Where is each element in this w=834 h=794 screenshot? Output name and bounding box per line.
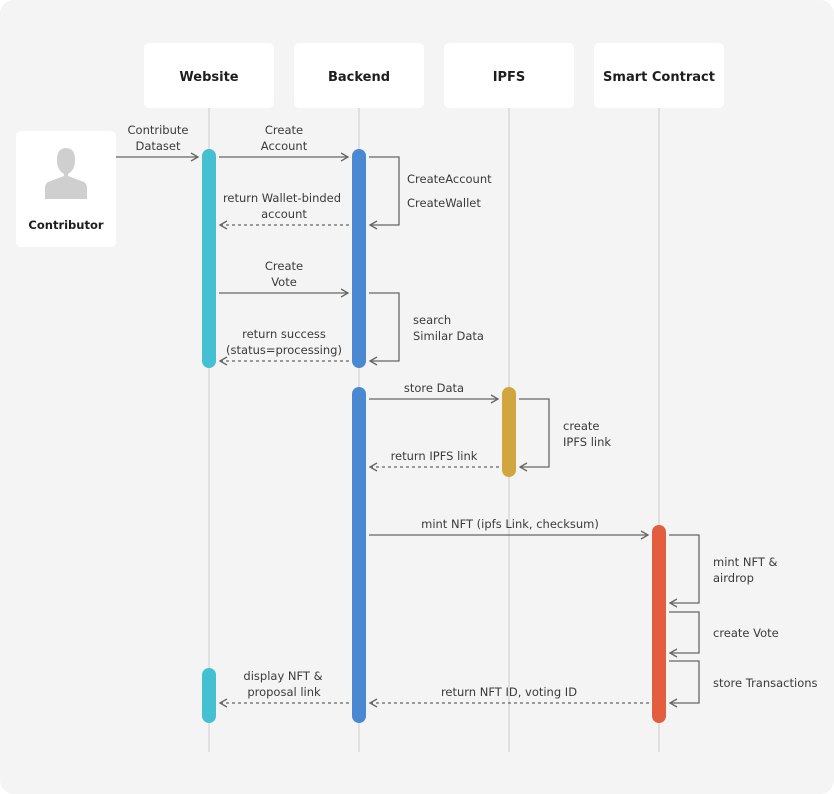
label-display-nft-2: proposal link [247, 685, 321, 699]
participant-label-backend: Backend [328, 70, 390, 85]
activation-website-2 [202, 668, 216, 723]
arrow-create-wallet-self [368, 156, 400, 230]
activation-ipfs [502, 387, 516, 477]
label-contribute-dataset-2: Dataset [135, 139, 181, 153]
participant-card-contract [594, 43, 724, 108]
participant-headers: Website Backend IPFS Smart Contract [144, 43, 724, 108]
label-create-wallet-self: CreateWallet [407, 196, 481, 210]
label-create-account-1: Create [265, 123, 303, 137]
participant-card-ipfs [444, 43, 574, 108]
label-return-wallet-2: account [261, 207, 307, 221]
label-create-account-self: CreateAccount [407, 172, 492, 186]
arrow-search-self [368, 292, 400, 366]
label-create-account-2: Account [261, 139, 308, 153]
label-create-ipfs-2: IPFS link [563, 435, 611, 449]
label-return-wallet-1: return Wallet-binded [223, 191, 341, 205]
label-return-success-2: (status=processing) [226, 343, 342, 357]
label-mint-airdrop-1: mint NFT & [713, 555, 778, 569]
label-return-ipfs: return IPFS link [391, 449, 478, 463]
contributor-actor: Contributor [16, 131, 116, 247]
activation-contract [652, 525, 666, 723]
participant-label-ipfs: IPFS [493, 70, 526, 85]
message-arrows [116, 152, 700, 708]
arrow-create-vote-self [668, 611, 700, 658]
activation-bars [202, 149, 666, 723]
contributor-label: Contributor [28, 218, 103, 232]
label-contribute-dataset-1: Contribute [128, 123, 189, 137]
label-display-nft-1: display NFT & [243, 669, 322, 683]
label-create-vote-1: Create [265, 259, 303, 273]
label-store-data: store Data [404, 381, 464, 395]
label-mint-nft: mint NFT (ipfs Link, checksum) [421, 517, 599, 531]
arrow-create-ipfs-self [518, 398, 550, 472]
label-create-vote-2: Vote [271, 275, 297, 289]
label-return-nft-id: return NFT ID, voting ID [441, 685, 577, 699]
label-mint-airdrop-2: airdrop [713, 571, 754, 585]
activation-backend-2 [352, 387, 366, 723]
participant-card-backend [294, 43, 424, 108]
label-return-success-1: return success [242, 327, 326, 341]
arrow-mint-airdrop-self [668, 534, 700, 608]
arrow-store-transactions-self [668, 660, 700, 708]
message-labels: Contribute Dataset Create Account Create… [128, 123, 818, 699]
participant-card-website [144, 43, 274, 108]
label-store-transactions: store Transactions [713, 676, 818, 690]
activation-website-1 [202, 149, 216, 368]
user-avatar-icon [45, 148, 87, 199]
label-search-1: search [413, 313, 451, 327]
activation-backend-1 [352, 149, 366, 368]
participant-label-website: Website [179, 70, 238, 85]
label-create-ipfs-1: create [563, 419, 600, 433]
participant-label-contract: Smart Contract [603, 70, 715, 85]
label-search-2: Similar Data [413, 329, 484, 343]
label-create-vote-self: create Vote [713, 626, 779, 640]
